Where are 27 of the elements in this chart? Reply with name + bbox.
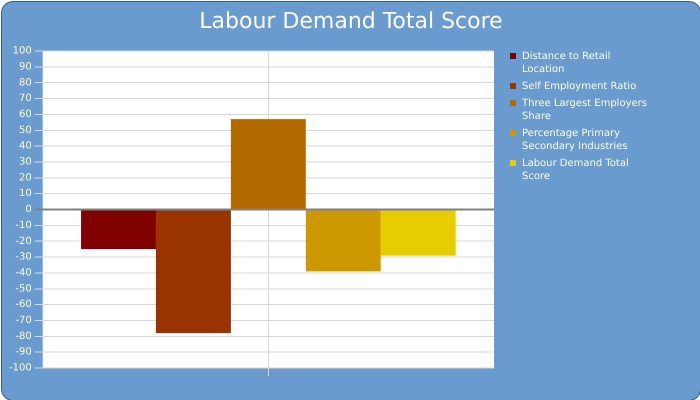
y-tick-label: 60 (18, 108, 32, 120)
chart-title: Labour Demand Total Score (198, 8, 504, 36)
y-tick-label: -40 (15, 267, 32, 278)
y-tick-label: -10 (15, 220, 32, 231)
y-tick-label: 90 (18, 61, 32, 72)
legend-label: Three Largest Employers Share (522, 97, 647, 123)
y-tick-label: -100 (8, 362, 32, 374)
legend-label: Distance to Retail Location (522, 50, 612, 76)
y-tick-label: -70 (15, 315, 32, 326)
y-tick-label: 10 (18, 188, 32, 200)
legend-label: Self Employment Ratio (522, 80, 638, 93)
legend-label: Labour Demand Total Score (522, 157, 630, 183)
y-tick-label: -80 (15, 330, 32, 342)
y-tick-label: -50 (15, 283, 32, 294)
y-tick-label: 0 (25, 204, 32, 216)
y-tick-label: 100 (12, 46, 32, 57)
y-tick-label: 50 (18, 124, 32, 136)
y-tick-label: 30 (18, 156, 32, 168)
legend-label: Percentage Primary Secondary Industries (522, 127, 628, 153)
y-tick-label: -90 (15, 346, 32, 358)
y-tick-label: 80 (18, 77, 32, 88)
y-tick-label: -20 (15, 236, 32, 247)
y-tick-label: 70 (18, 93, 32, 104)
y-tick-label: -60 (15, 299, 32, 310)
y-tick-label: 40 (18, 140, 32, 152)
y-tick-label: -30 (15, 252, 32, 263)
y-tick-label: 20 (18, 172, 32, 184)
